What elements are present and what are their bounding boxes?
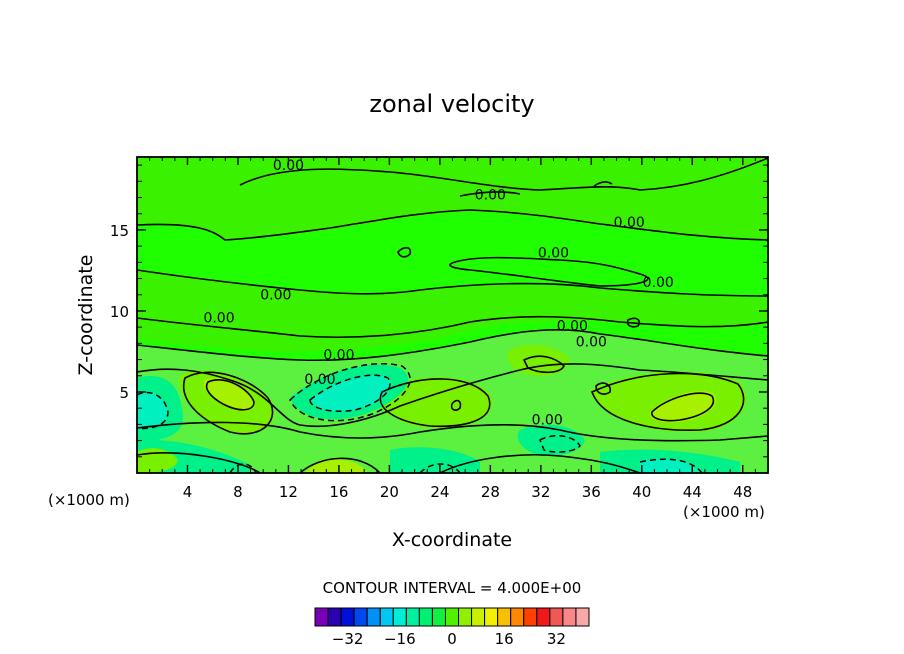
x-unit-left: (×1000 m) <box>48 491 130 509</box>
contour-lines <box>137 157 768 473</box>
colorbar-swatch <box>484 607 499 627</box>
y-axis-label: Z-coordinate <box>75 255 97 376</box>
contour-lines-dashed <box>137 363 703 473</box>
colorbar-tick-label: −32 <box>332 630 364 648</box>
x-tick-label: 48 <box>733 483 752 501</box>
colorbar-swatch <box>366 607 381 627</box>
x-tick-label: 8 <box>233 483 243 501</box>
y-tick-label: 15 <box>110 222 129 240</box>
field-blob-positive <box>507 345 570 376</box>
x-axis-label: X-coordinate <box>392 529 512 551</box>
x-tick-label: 16 <box>329 483 348 501</box>
x-tick-label: 20 <box>380 483 399 501</box>
x-tick-label: 4 <box>183 483 193 501</box>
x-tick-label: 24 <box>430 483 449 501</box>
colorbar-swatch <box>340 607 355 627</box>
field-region-negative <box>640 458 700 473</box>
contour-label: 0.00 <box>260 288 291 304</box>
contour-labels: 0.000.000.000.000.000.000.000.000.000.00… <box>203 158 673 428</box>
colorbar-swatch <box>536 607 551 627</box>
colorbar-swatch <box>431 607 446 627</box>
contour-interval-caption: CONTOUR INTERVAL = 4.000E+00 <box>323 579 582 597</box>
colorbar-tick-label: 32 <box>547 630 566 648</box>
field-blob-positive <box>305 459 368 473</box>
x-tick-label: 44 <box>683 483 702 501</box>
x-tick-label: 28 <box>481 483 500 501</box>
colorbar-swatch <box>379 607 394 627</box>
colorbar-swatch <box>418 607 433 627</box>
colorbar-swatch <box>497 607 512 627</box>
colorbar-swatch <box>314 607 329 627</box>
field-blob-positive <box>203 377 255 412</box>
colorbar-swatch <box>575 607 590 627</box>
contour-label: 0.00 <box>576 335 607 351</box>
contour-label: 0.00 <box>304 372 335 388</box>
colorbar-tick-label: −16 <box>384 630 416 648</box>
field-blob-positive <box>378 376 492 429</box>
colorbar-swatch <box>392 607 407 627</box>
x-unit-right: (×1000 m) <box>683 503 765 521</box>
colorbar-swatch <box>471 607 486 627</box>
contour-label: 0.00 <box>532 413 563 429</box>
x-axis: 4 8 12 16 20 24 28 32 36 40 44 48 <box>149 157 756 501</box>
x-tick-label: 40 <box>632 483 651 501</box>
colorbar-swatch <box>405 607 420 627</box>
y-tick-label: 5 <box>119 384 129 402</box>
colorbar-swatch <box>458 607 473 627</box>
y-tick-label: 10 <box>110 303 129 321</box>
contour-label: 0.00 <box>273 158 304 174</box>
x-tick-label: 32 <box>531 483 550 501</box>
contour-label: 0.00 <box>614 215 645 231</box>
field-region-negative <box>137 390 168 429</box>
contour-label: 0.00 <box>475 187 506 203</box>
colorbar-swatch <box>510 607 525 627</box>
colorbar-tick-label: 16 <box>495 630 514 648</box>
colorbar-swatch <box>549 607 564 627</box>
colorbar-swatch <box>327 607 342 627</box>
colorbar <box>314 607 590 627</box>
y-axis: 5 10 15 <box>110 164 768 458</box>
contour-label: 0.00 <box>323 348 354 364</box>
colorbar-swatch <box>523 607 538 627</box>
contour-label: 0.00 <box>538 246 569 262</box>
colorbar-swatch <box>444 607 460 627</box>
field-region-upper <box>137 157 768 240</box>
chart-title: zonal velocity <box>369 90 534 118</box>
contour-label: 0.00 <box>557 319 588 335</box>
x-tick-label: 12 <box>279 483 298 501</box>
plot-area: 0.000.000.000.000.000.000.000.000.000.00… <box>137 157 768 473</box>
x-tick-label: 36 <box>582 483 601 501</box>
contour-label: 0.00 <box>203 310 234 326</box>
field-region-mid <box>137 270 768 352</box>
contour-label: 0.00 <box>643 275 674 291</box>
colorbar-swatch <box>353 607 368 627</box>
colorbar-tick-label: 0 <box>447 630 457 648</box>
field-region-negative <box>312 375 390 412</box>
colorbar-swatch <box>562 607 577 627</box>
colorbar-ticks: −32 −16 0 16 32 <box>332 630 566 648</box>
